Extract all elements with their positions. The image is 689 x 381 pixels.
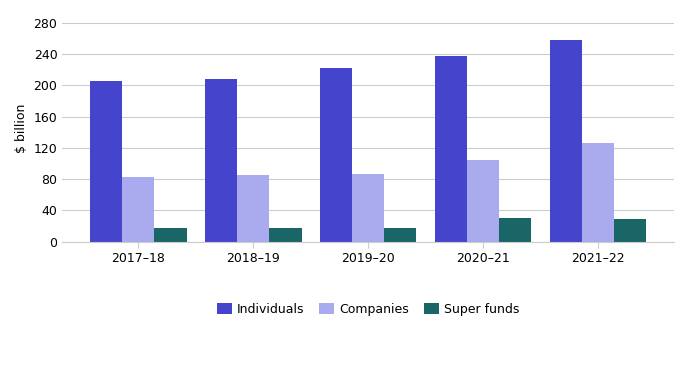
Legend: Individuals, Companies, Super funds: Individuals, Companies, Super funds [212, 298, 524, 321]
Bar [384, 229, 416, 242]
Bar [352, 174, 384, 242]
Bar [435, 56, 467, 242]
Bar [205, 79, 237, 242]
Bar [499, 218, 531, 242]
Bar [614, 219, 646, 242]
Bar [154, 229, 187, 242]
Bar [90, 82, 122, 242]
Bar [237, 175, 269, 242]
Bar [269, 228, 302, 242]
Bar [582, 143, 614, 242]
Bar [122, 177, 154, 242]
Bar [550, 40, 582, 242]
Y-axis label: $ billion: $ billion [15, 104, 28, 153]
Bar [467, 160, 499, 242]
Bar [320, 68, 352, 242]
